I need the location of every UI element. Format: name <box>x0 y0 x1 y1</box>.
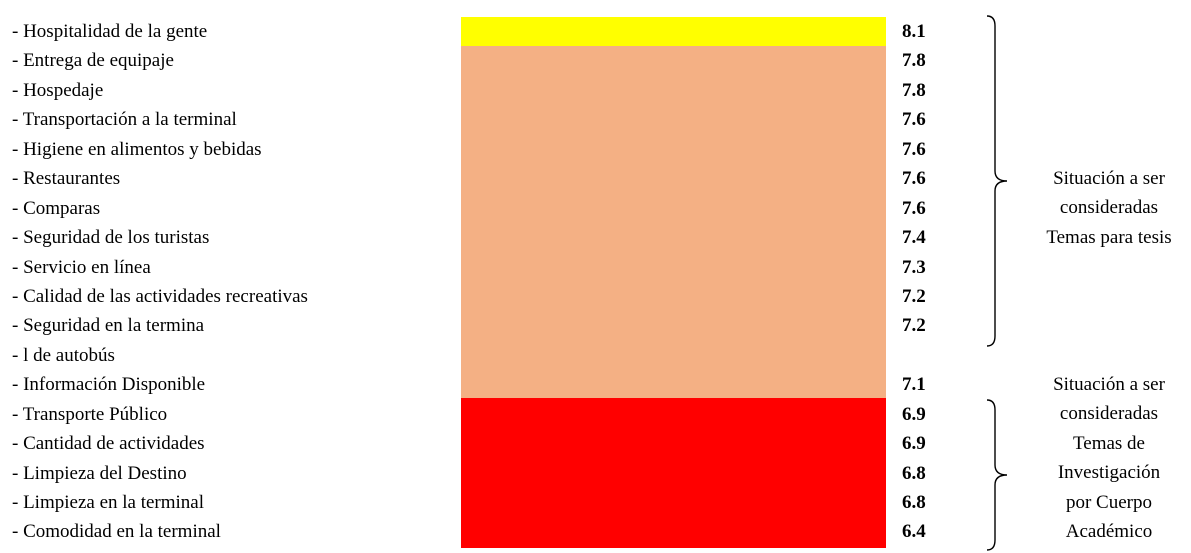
item-score: 7.1 <box>902 374 926 396</box>
item-score: 7.3 <box>902 256 926 278</box>
item-label: - Hospedaje <box>12 79 104 101</box>
band-salmon <box>461 46 886 398</box>
item-label: - Cantidad de actividades <box>12 433 205 455</box>
item-label: - Servicio en línea <box>12 256 151 278</box>
brace-research-icon <box>986 399 1008 551</box>
item-score: 6.9 <box>902 403 926 425</box>
note-line: Situación a ser <box>1053 168 1165 189</box>
item-score <box>902 341 952 370</box>
item-label: - Limpieza del Destino <box>12 462 187 484</box>
item-label: - Seguridad de los turistas <box>12 227 210 249</box>
item-label: - Limpieza en la terminal <box>12 492 205 513</box>
item-score: 7.2 <box>902 315 926 337</box>
item-score: 6.4 <box>902 521 926 543</box>
item-score: 6.9 <box>902 433 926 455</box>
item-score: 7.8 <box>902 79 926 101</box>
item-label: - Comodidad en la terminal <box>12 521 221 543</box>
item-score: 7.4 <box>902 227 926 249</box>
note-line: consideradas <box>1059 197 1159 219</box>
note-line: Temas de <box>1072 432 1145 454</box>
band-yellow <box>461 17 886 46</box>
item-label: - Higiene en alimentos y bebidas <box>12 138 262 160</box>
item-score: 8.1 <box>902 21 926 42</box>
item-score: 7.2 <box>902 285 926 307</box>
note-line: consideradas <box>1059 403 1159 425</box>
note-line: Académico <box>1065 521 1153 543</box>
item-label: - Información Disponible <box>12 374 206 396</box>
item-labels: - Hospitalidad de la gente - Entrega de … <box>12 17 308 547</box>
item-label: - Transportación a la terminal <box>12 109 237 131</box>
item-score: 7.6 <box>902 138 926 160</box>
band-red <box>461 398 886 548</box>
item-label: - Transporte Público <box>12 403 168 425</box>
group-note-thesis: Situación a ser consideradas Temas para … <box>1032 164 1186 252</box>
item-label: - Hospitalidad de la gente <box>12 21 208 42</box>
item-label: - l de autobús <box>12 344 115 366</box>
item-score: 7.6 <box>902 109 926 131</box>
item-score: 6.8 <box>902 462 926 484</box>
item-score: 6.8 <box>902 492 926 513</box>
item-label: - Seguridad en la termina <box>12 315 205 337</box>
note-line: Investigación <box>1057 462 1161 484</box>
item-label: - Restaurantes <box>12 168 121 190</box>
brace-thesis-icon <box>986 15 1008 347</box>
item-label: - Calidad de las actividades recreativas <box>12 285 308 307</box>
note-line: Temas para tesis <box>1046 226 1172 248</box>
item-score: 7.8 <box>902 50 926 72</box>
group-note-research: Situación a ser consideradas Temas de In… <box>1032 370 1186 547</box>
item-score: 7.6 <box>902 197 926 219</box>
item-label: - Entrega de equipaje <box>12 50 174 72</box>
item-score: 7.6 <box>902 168 926 190</box>
note-line: por Cuerpo <box>1065 491 1152 513</box>
item-label: - Comparas <box>12 197 101 219</box>
note-line: Situación a ser <box>1053 374 1165 395</box>
item-scores: 8.1 7.8 7.8 7.6 7.6 7.6 7.6 7.4 7.3 7.2 … <box>902 17 952 547</box>
